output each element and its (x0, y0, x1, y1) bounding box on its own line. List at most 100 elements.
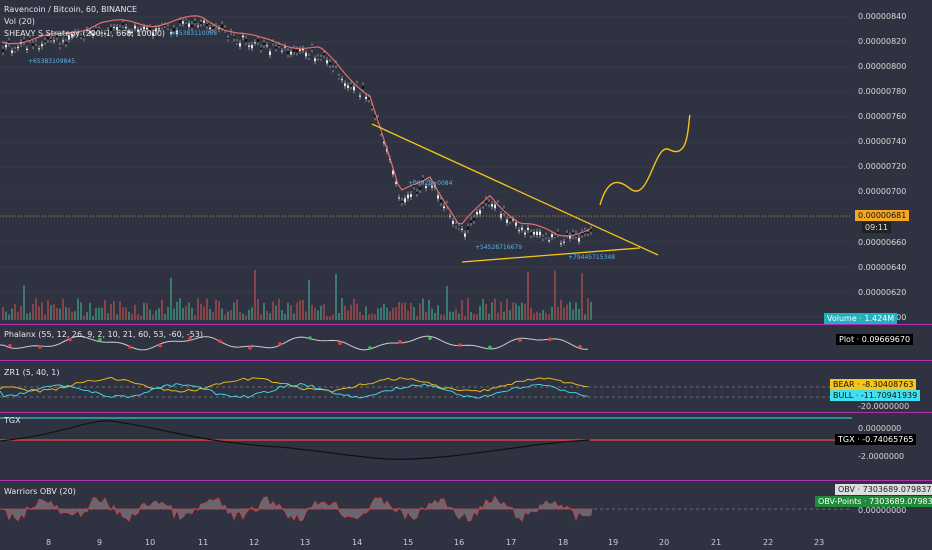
candle-body (227, 38, 229, 40)
volume-bar (563, 307, 565, 320)
candle-body (548, 240, 550, 242)
zr1-label[interactable]: ZR1 (5, 40, 1) (4, 368, 60, 377)
strategy-indicator-label[interactable]: SHEAVY S Strategy (200, 1, 660, 10000) (4, 29, 166, 38)
obv-chart[interactable] (0, 481, 852, 533)
candle-body (254, 42, 256, 44)
volume-indicator-label[interactable]: Vol (20) (4, 17, 35, 26)
volume-bar (53, 304, 55, 320)
obv-points-tag: OBV-Points · 7303689.07983732 (815, 496, 932, 507)
phalanx-dot (578, 344, 582, 349)
phalanx-label[interactable]: Phalanx (55, 12, 26, 9, 2, 10, 21, 60, 5… (4, 330, 203, 339)
annotation-label: +54528716679 (475, 244, 523, 251)
candle-body (245, 38, 247, 43)
candle-body (554, 235, 556, 237)
zr1-pane[interactable]: ZR1 (5, 40, 1) (0, 361, 852, 411)
volume-bar (26, 313, 28, 320)
volume-bar (521, 302, 523, 320)
price-pane[interactable]: Ravencoin / Bitcoin, 60, BINANCE Vol (20… (0, 0, 852, 322)
candle-body (482, 204, 484, 206)
tgx-pane[interactable]: TGX (0, 413, 852, 479)
price-tick: 0.00000700 (858, 187, 907, 196)
volume-bar (191, 308, 193, 320)
volume-bar (275, 305, 277, 320)
volume-bar (332, 314, 334, 320)
phalanx-chart[interactable] (0, 325, 852, 359)
volume-bar (8, 314, 10, 320)
volume-bar (209, 308, 211, 320)
pane-separator[interactable] (0, 412, 932, 413)
volume-bar (341, 298, 343, 320)
obv-label[interactable]: Warriors OBV (20) (4, 487, 76, 496)
candle-body (143, 26, 145, 30)
price-chart[interactable] (0, 0, 852, 322)
phalanx-pane[interactable]: Phalanx (55, 12, 26, 9, 2, 10, 21, 60, 5… (0, 325, 852, 359)
volume-bar (221, 308, 223, 320)
candle-body (392, 170, 394, 175)
obv-pane[interactable]: Warriors OBV (20) (0, 481, 852, 533)
obv-axis-tick: 0.00000000 (858, 506, 907, 515)
candle-body (320, 57, 322, 59)
volume-bar (188, 302, 190, 320)
volume-bar (170, 277, 172, 320)
volume-bar (23, 285, 25, 320)
volume-bar (326, 315, 328, 320)
candle-body (542, 237, 544, 239)
candle-body (368, 97, 370, 100)
candle-body (62, 40, 64, 42)
volume-bar (302, 300, 304, 320)
volume-bar (419, 303, 421, 320)
volume-bar (56, 307, 58, 320)
trendline-lower (461, 247, 641, 263)
candle-body (47, 36, 49, 40)
candle-body (494, 204, 496, 209)
price-axis[interactable]: 0.00000840 0.00000820 0.00000800 0.00000… (852, 0, 932, 322)
volume-bar (104, 299, 106, 320)
volume-bar (50, 305, 52, 320)
candle-body (44, 40, 46, 43)
volume-bar (506, 298, 508, 320)
candle-body (185, 20, 187, 22)
volume-bar (98, 307, 100, 320)
volume-bar (542, 309, 544, 320)
candle-body (200, 22, 202, 24)
candle-body (362, 85, 364, 90)
volume-bar (488, 313, 490, 320)
volume-bar (161, 299, 163, 320)
candle-body (341, 79, 343, 81)
phalanx-dot (458, 343, 462, 347)
candle-body (275, 46, 277, 49)
volume-bar (380, 307, 382, 320)
volume-bar (482, 298, 484, 320)
volume-bar (566, 304, 568, 320)
volume-bar (473, 313, 475, 320)
time-tick: 8 (46, 538, 52, 547)
candle-body (284, 46, 286, 48)
tgx-label[interactable]: TGX (4, 416, 21, 425)
volume-bar (155, 310, 157, 320)
volume-bar (428, 299, 430, 320)
volume-bar (230, 310, 232, 320)
zr1-chart[interactable] (0, 361, 852, 411)
countdown-tag: 09:11 (862, 222, 892, 233)
volume-bar (17, 311, 19, 320)
tgx-chart[interactable] (0, 413, 852, 479)
candle-body (323, 53, 325, 56)
pane-separator[interactable] (0, 360, 932, 361)
pane-separator[interactable] (0, 324, 932, 325)
volume-bar (494, 298, 496, 320)
volume-bar (392, 307, 394, 320)
candle-body (521, 227, 523, 230)
candle-body (497, 202, 499, 204)
volume-bar (287, 302, 289, 320)
phalanx-dot (548, 337, 552, 342)
phalanx-dot (428, 336, 432, 341)
volume-bar (38, 306, 40, 320)
volume-bar (401, 302, 403, 320)
volume-bar (125, 307, 127, 320)
volume-bar (242, 313, 244, 320)
volume-bar (479, 305, 481, 320)
pane-separator[interactable] (0, 480, 932, 481)
candle-body (56, 35, 58, 38)
obv-tag: OBV · 7303689.07983732 (835, 484, 932, 495)
candle-body (359, 95, 361, 97)
